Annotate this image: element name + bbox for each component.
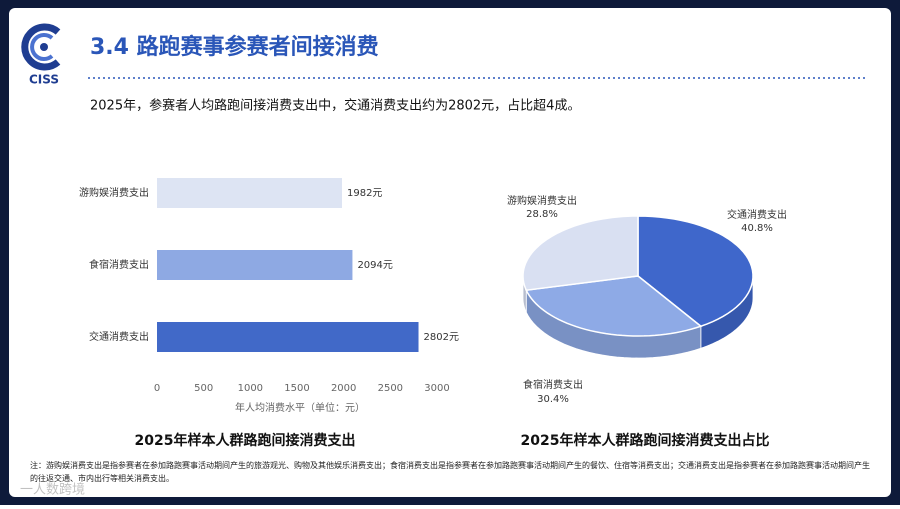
chart-title: 2025年样本人群路跑间接消费支出占比 bbox=[521, 432, 770, 449]
value-label: 2802元 bbox=[424, 332, 459, 343]
chart-title: 2025年样本人群路跑间接消费支出 bbox=[135, 432, 356, 449]
logo bbox=[21, 23, 61, 71]
x-tick-label: 1500 bbox=[284, 383, 309, 394]
pie-label: 食宿消费支出 bbox=[523, 378, 583, 391]
pie-value-label: 28.8% bbox=[526, 209, 558, 220]
subtitle: 2025年，参赛者人均路跑间接消费支出中，交通消费支出约为2802元，占比超4成… bbox=[90, 98, 580, 114]
y-tick-label: 游购娱消费支出 bbox=[79, 186, 149, 199]
x-tick-label: 2000 bbox=[331, 383, 356, 394]
bar bbox=[157, 178, 342, 208]
value-label: 2094元 bbox=[357, 260, 392, 271]
logo-text: CISS bbox=[29, 73, 59, 87]
y-tick-label: 交通消费支出 bbox=[89, 330, 149, 343]
page-title: 3.4 路跑赛事参赛者间接消费 bbox=[90, 34, 379, 60]
watermark: 一人数跨境 bbox=[20, 483, 85, 498]
pie-label: 游购娱消费支出 bbox=[507, 194, 577, 207]
x-tick-label: 500 bbox=[194, 383, 213, 394]
footnote: 注：游购娱消费支出是指参赛者在参加路跑赛事活动期间产生的旅游观光、购物及其他娱乐… bbox=[30, 461, 870, 483]
x-tick-label: 3000 bbox=[424, 383, 449, 394]
bar bbox=[157, 250, 353, 280]
slide-bg bbox=[9, 8, 891, 497]
x-tick-label: 1000 bbox=[238, 383, 263, 394]
x-tick-label: 2500 bbox=[378, 383, 403, 394]
bar bbox=[157, 322, 419, 352]
pie-label: 交通消费支出 bbox=[727, 208, 787, 221]
x-tick-label: 0 bbox=[154, 383, 160, 394]
x-axis-label: 年人均消费水平（单位：元） bbox=[235, 401, 365, 414]
pie-slice bbox=[525, 275, 703, 337]
pie-value-label: 40.8% bbox=[741, 223, 773, 234]
value-label: 1982元 bbox=[347, 188, 382, 199]
pie-slice bbox=[522, 215, 639, 292]
y-tick-label: 食宿消费支出 bbox=[89, 258, 149, 271]
pie-value-label: 30.4% bbox=[537, 394, 569, 405]
